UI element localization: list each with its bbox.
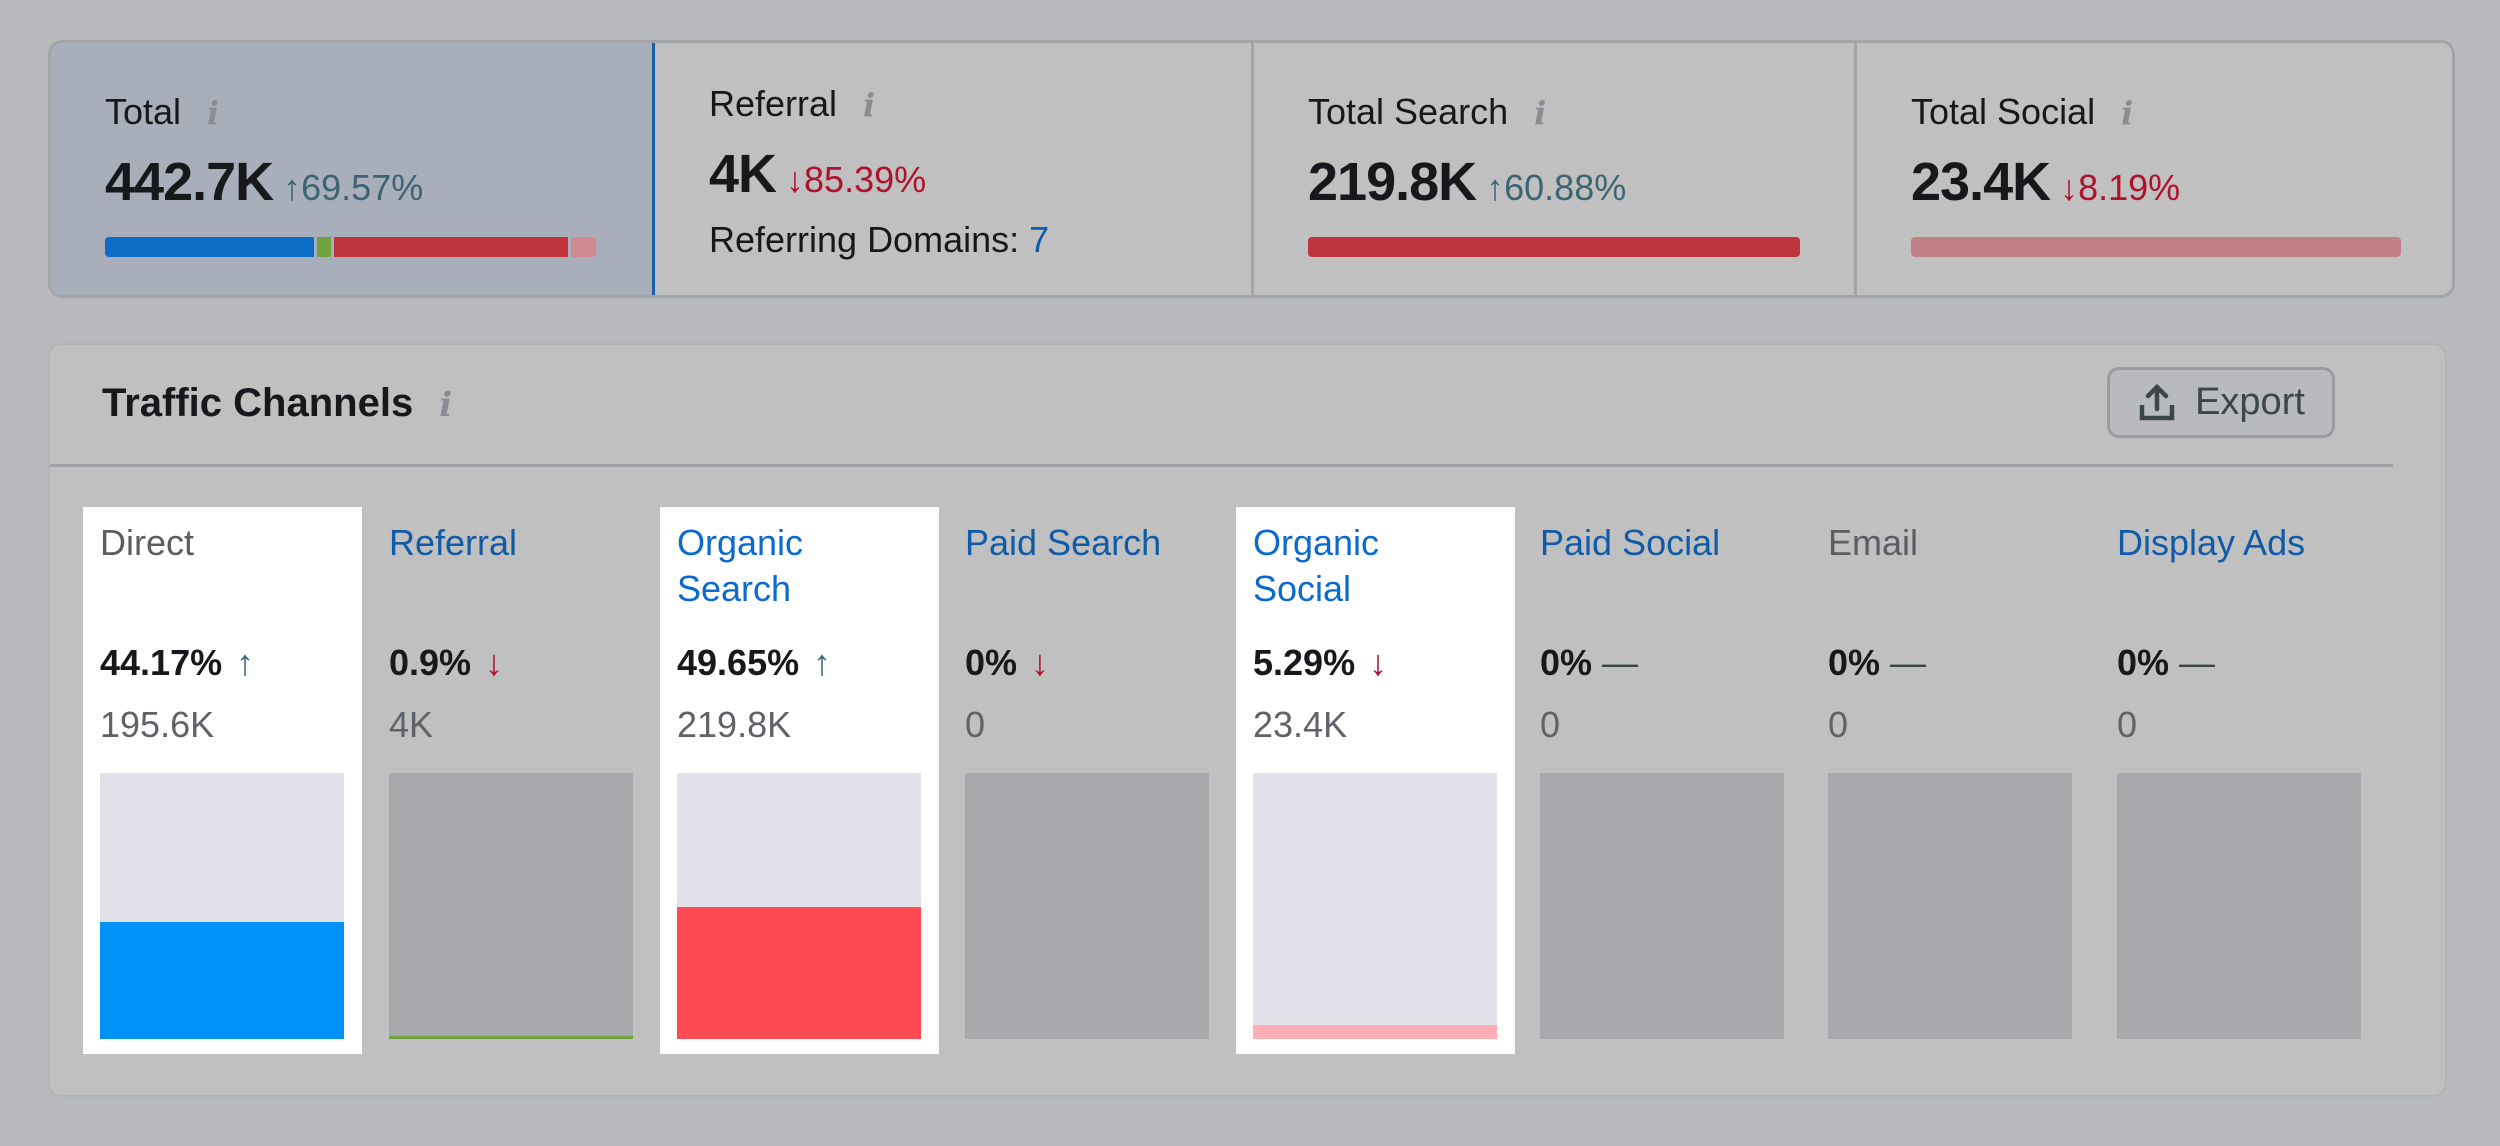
- total-distribution-bar: [105, 237, 596, 257]
- channel-percent: 44.17% ↑: [100, 642, 255, 683]
- no-change-icon: —: [1890, 642, 1927, 683]
- channel-percent: 0% —: [2117, 642, 2216, 683]
- card-total[interactable]: Total i 442.7K ↑69.57%: [51, 43, 655, 295]
- divider: [50, 464, 2393, 467]
- channel-name[interactable]: Organic Social: [1253, 522, 1380, 609]
- channel-value: 0: [2117, 704, 2138, 745]
- channel-percent: 49.65% ↑: [677, 642, 832, 683]
- channel-value: 0: [1540, 704, 1561, 745]
- total-bar-segment: [105, 237, 314, 257]
- card-total-social[interactable]: Total Social i 23.4K ↓8.19%: [1857, 43, 2452, 295]
- total-bar-segment: [333, 237, 569, 257]
- card-change: ↑69.57%: [283, 167, 424, 208]
- info-icon[interactable]: i: [1534, 94, 1547, 132]
- export-icon: [2139, 383, 2175, 420]
- card-label: Referral i: [709, 83, 876, 124]
- card-value: 4K: [709, 144, 777, 204]
- total-bar-segment: [571, 237, 596, 257]
- arrow-down-icon: ↓: [1369, 642, 1388, 683]
- export-button[interactable]: Export: [2107, 367, 2335, 438]
- arrow-up-icon: ↑: [813, 642, 832, 683]
- channel-name[interactable]: Referral: [389, 522, 518, 563]
- info-icon[interactable]: i: [863, 86, 876, 124]
- channel-name[interactable]: Display Ads: [2117, 522, 2306, 563]
- card-total-search[interactable]: Total Search i 219.8K ↑60.88%: [1254, 43, 1857, 295]
- channel-value: 195.6K: [100, 704, 215, 745]
- channel-bar-fill: [677, 906, 921, 1039]
- arrow-down-icon: ↓: [1031, 642, 1050, 683]
- channel-value: 0: [1828, 704, 1849, 745]
- referring-domains-link[interactable]: 7: [1029, 219, 1050, 260]
- channel-percent: 5.29% ↓: [1253, 642, 1388, 683]
- channel-bar: [2117, 773, 2361, 1039]
- channel-bar: [677, 773, 921, 1039]
- card-change: ↓8.19%: [2060, 167, 2181, 208]
- channel-bar: [1540, 773, 1784, 1039]
- channel-name[interactable]: Paid Social: [1540, 522, 1721, 563]
- channel-value: 219.8K: [677, 704, 792, 745]
- channel-bar-fill: [389, 1035, 633, 1039]
- channel-value: 4K: [389, 704, 434, 745]
- channel-percent: 0% —: [1828, 642, 1927, 683]
- arrow-down-icon: ↓: [485, 642, 504, 683]
- total-bar-segment: [316, 237, 331, 257]
- card-value: 442.7K: [105, 152, 274, 212]
- info-icon[interactable]: i: [2121, 94, 2134, 132]
- channel-bar: [965, 773, 1209, 1039]
- channel-bar: [100, 773, 344, 1039]
- info-icon[interactable]: i: [439, 385, 453, 425]
- channel-bar: [1253, 773, 1497, 1039]
- channel-value: 0: [965, 704, 986, 745]
- panel-title: Traffic Channels i: [102, 381, 453, 425]
- referring-domains: Referring Domains: 7: [709, 219, 1050, 260]
- no-change-icon: —: [1602, 642, 1639, 683]
- card-label: Total i: [105, 91, 220, 132]
- info-icon[interactable]: i: [207, 94, 220, 132]
- channel-name[interactable]: Organic Search: [677, 522, 804, 609]
- channel-name: Direct: [100, 522, 195, 563]
- channel-percent: 0% ↓: [965, 642, 1050, 683]
- channel-bar-fill: [1253, 1024, 1497, 1039]
- channel-bar: [1828, 773, 2072, 1039]
- card-value: 219.8K: [1308, 152, 1477, 212]
- channel-value: 23.4K: [1253, 704, 1348, 745]
- summary-cards: Total i 442.7K ↑69.57% Referral i 4K ↓85.39%…: [48, 40, 2455, 298]
- channel-name[interactable]: Paid Search: [965, 522, 1162, 563]
- search-bar: [1308, 237, 1800, 257]
- channel-name: Email: [1828, 522, 1919, 563]
- card-referral[interactable]: Referral i 4K ↓85.39% Referring Domains: 7: [655, 43, 1254, 295]
- card-change: ↑60.88%: [1486, 167, 1627, 208]
- arrow-up-icon: ↑: [236, 642, 255, 683]
- channel-percent: 0% —: [1540, 642, 1639, 683]
- channel-percent: 0.9% ↓: [389, 642, 504, 683]
- channel-bar: [389, 773, 633, 1039]
- channel-bar-fill: [100, 921, 344, 1039]
- social-bar: [1911, 237, 2401, 257]
- no-change-icon: —: [2179, 642, 2216, 683]
- card-value: 23.4K: [1911, 152, 2051, 212]
- card-label: Total Search i: [1308, 91, 1547, 132]
- card-label: Total Social i: [1911, 91, 2134, 132]
- card-change: ↓85.39%: [786, 159, 927, 200]
